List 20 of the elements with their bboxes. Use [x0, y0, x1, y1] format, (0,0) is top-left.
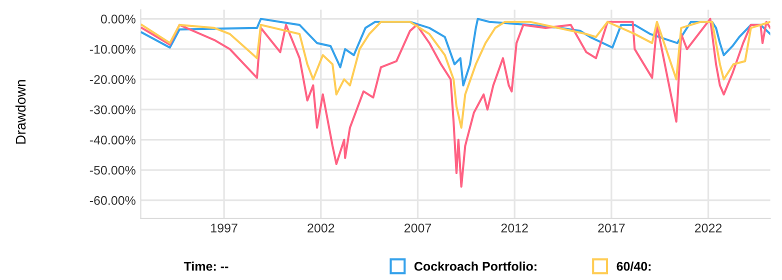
y-tick-label: -50.00%	[90, 166, 136, 175]
x-tick-label: 2012	[501, 224, 528, 232]
y-axis-title: Drawdown	[15, 80, 26, 144]
x-tick-label: 1997	[211, 224, 238, 232]
x-tick-label: 2002	[308, 224, 334, 232]
x-tick-label: 2017	[598, 224, 625, 232]
y-tick-label: -10.00%	[90, 44, 136, 54]
text: Time: --	[184, 262, 228, 271]
line-series	[140, 20, 770, 129]
line-series	[140, 18, 770, 188]
legend-label: Cockroach Portfolio:	[414, 262, 536, 271]
y-tick-label: -60.00%	[90, 196, 136, 205]
line-series	[140, 18, 770, 86]
y-tick-label: -20.00%	[90, 75, 136, 84]
y-tick-label: -40.00%	[90, 136, 136, 144]
legend-label: 60/40:	[616, 262, 651, 271]
y-tick-label: 0.00%	[100, 14, 136, 24]
x-tick-label: 2022	[695, 224, 722, 232]
y-tick-label: -30.00%	[90, 105, 136, 114]
x-tick-label: 2007	[404, 224, 432, 232]
